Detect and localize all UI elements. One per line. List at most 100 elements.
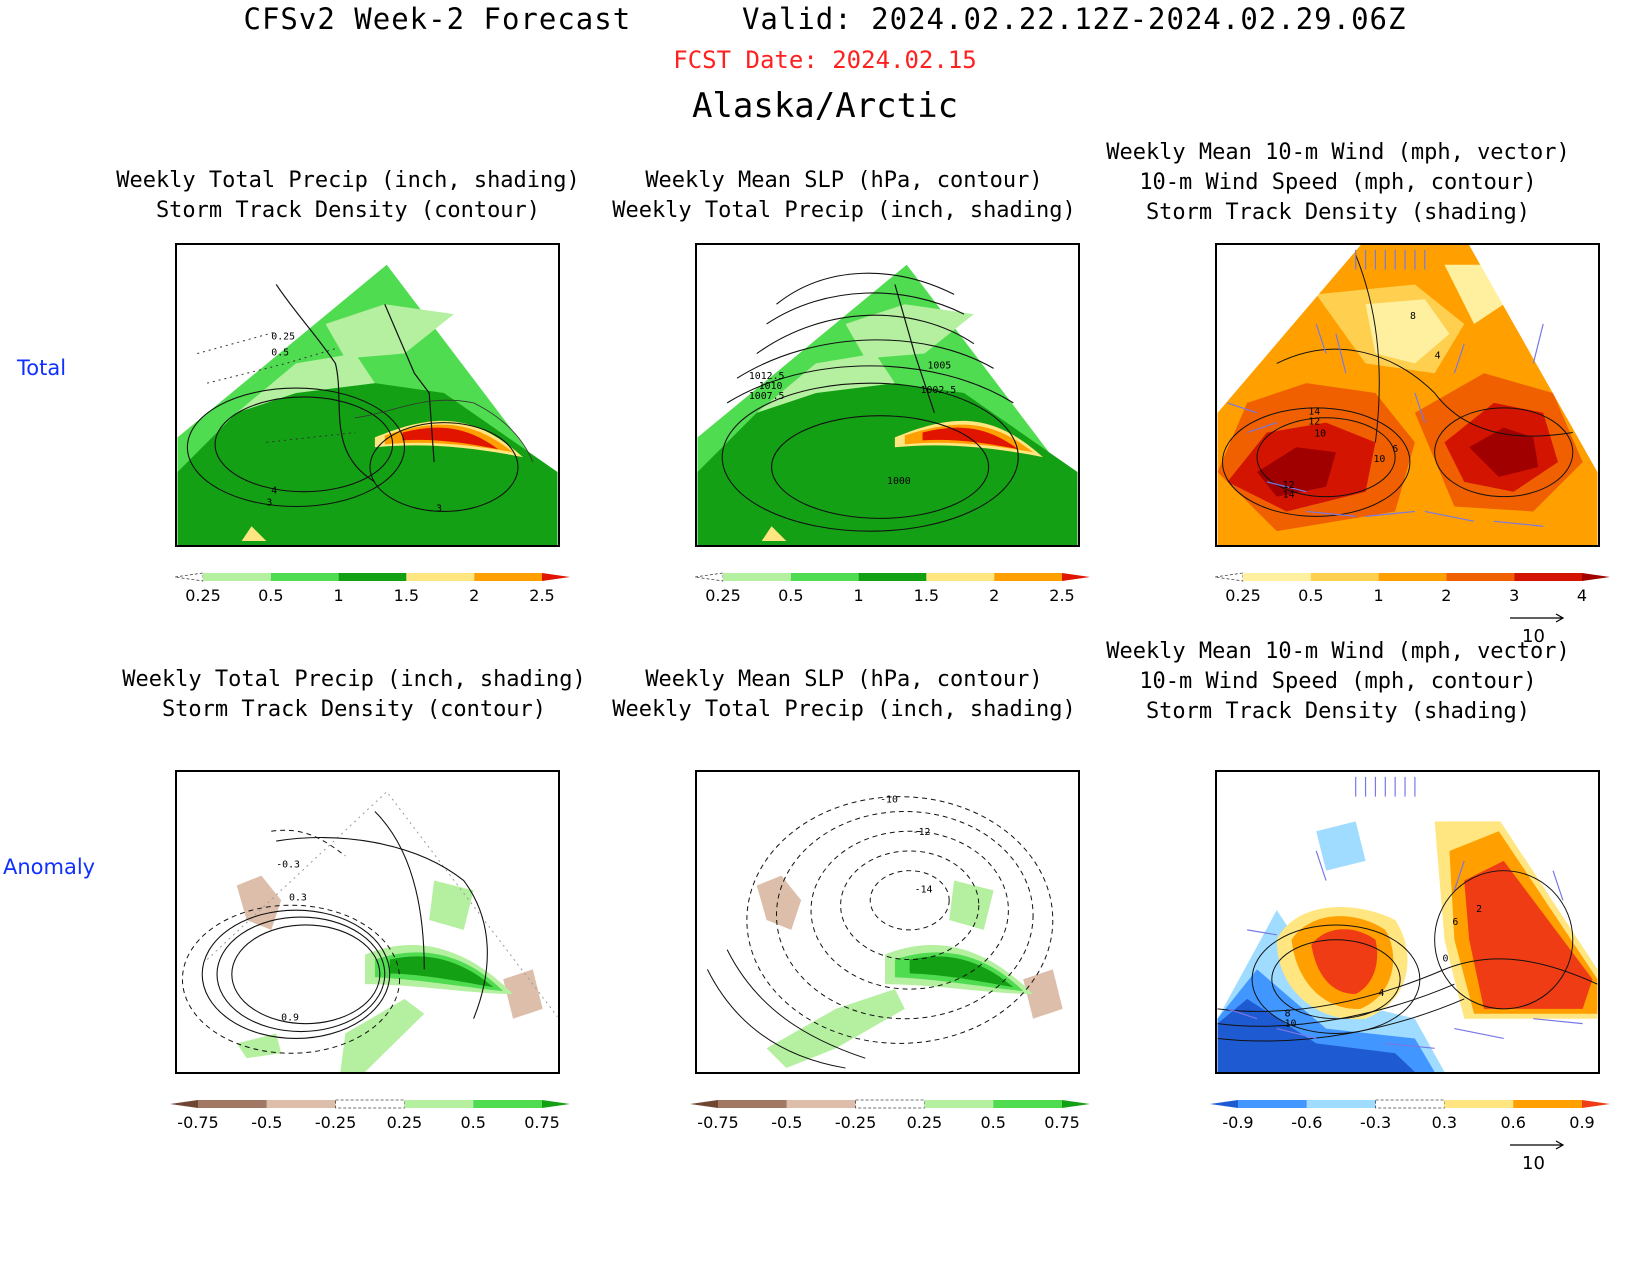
colorbar-swatch <box>198 1100 267 1108</box>
panel-title-wind-anom: Weekly Mean 10-m Wind (mph, vector) 10-m … <box>1106 639 1570 724</box>
contour-label: 2 <box>1476 904 1482 915</box>
contour-label: 4 <box>1435 350 1441 361</box>
colorbar-swatch <box>1514 573 1582 581</box>
colorbar-tick-label: 0.25 <box>705 586 741 605</box>
colorbar-swatch <box>723 573 791 581</box>
contour-label: 1002.5 <box>921 385 957 396</box>
forecast-date: FCST Date: 2024.02.15 <box>673 46 977 74</box>
map-panel-wind-total: 8 4 14 12 10 10 6 12 14 <box>1215 243 1600 547</box>
colorbar-swatch <box>335 1099 405 1109</box>
contour-label: 10 <box>1314 428 1326 439</box>
colorbar-tick-label: 2.5 <box>1049 586 1075 605</box>
vector-key-anom: 10 <box>1508 1139 1568 1179</box>
colorbar-tick-label: 2 <box>1441 586 1452 605</box>
colorbar-tick-label: 1 <box>853 586 864 605</box>
colorbar-swatch <box>1062 1100 1090 1108</box>
precip-total-map: 0.25 0.5 4 3 3 <box>177 264 558 545</box>
contour-label: 4 <box>1378 988 1384 999</box>
colorbar-tick-label: 0.75 <box>524 1113 560 1132</box>
colorbar-swatch <box>338 573 407 581</box>
colorbar-swatch <box>542 573 570 581</box>
contour-label: 0 <box>1443 953 1449 964</box>
colorbar-tick-label: 0.5 <box>258 586 284 605</box>
colorbar-swatch <box>790 573 859 581</box>
contour-label: 4 <box>271 486 277 497</box>
colorbar-tick-label: 0.3 <box>1431 1113 1458 1132</box>
colorbar-swatch <box>1444 1100 1514 1108</box>
wind-vectors <box>1227 776 1583 1049</box>
contour-label: 3 <box>436 503 442 514</box>
title-valid-range: Valid: 2024.02.22.12Z-2024.02.29.06Z <box>741 2 1407 36</box>
colorbar-tick-label: 0.25 <box>386 1113 423 1132</box>
colorbar-tick-label: 2.5 <box>529 586 555 605</box>
colorbar-swatch <box>406 573 475 581</box>
colorbar-tick-label: 0.5 <box>980 1113 1006 1132</box>
colorbar-tick-label: 0.6 <box>1500 1113 1526 1132</box>
colorbar-swatch <box>1582 1100 1610 1108</box>
colorbar-tick-label: 0.25 <box>185 586 221 605</box>
colorbar-swatches <box>170 1099 570 1109</box>
contour-label: -0.3 <box>276 860 300 871</box>
contour-label: 1007.5 <box>749 391 785 402</box>
map-panel-slp-anom: -10 -12 -14 <box>695 770 1080 1074</box>
title-model: CFSv2 Week-2 Forecast <box>243 2 632 36</box>
colorbar-swatch <box>926 573 995 581</box>
colorbar-precip-anom: -0.75 -0.5 -0.25 0.25 0.5 0.75 <box>170 1097 570 1137</box>
colorbar-tick-label: -0.75 <box>177 1113 219 1132</box>
colorbar-swatches <box>695 572 1090 582</box>
colorbar-tick-label: -0.6 <box>1291 1113 1323 1132</box>
contour-label: -12 <box>913 827 931 838</box>
colorbar-swatch <box>1210 1100 1238 1108</box>
row-label-anomaly: Anomaly <box>3 855 96 879</box>
contour-label: -14 <box>915 884 933 895</box>
colorbar-swatch <box>170 1100 198 1108</box>
contour-label: 1010 <box>759 381 783 392</box>
colorbar-swatch <box>1306 1100 1376 1108</box>
contour-label: 0.3 <box>289 892 307 903</box>
colorbar-precip-anom-slp: -0.75 -0.5 -0.25 0.25 0.5 0.75 <box>690 1097 1090 1137</box>
colorbar-tick-label: -0.5 <box>251 1113 283 1132</box>
colorbar-tick-label: -0.3 <box>1359 1113 1392 1132</box>
wind-anom-map: 6 2 4 8 10 0 <box>1217 772 1598 1072</box>
colorbar-tick-label: 0.75 <box>1044 1113 1080 1132</box>
colorbar-swatch <box>858 573 927 581</box>
colorbar-tick-label: 1 <box>333 586 344 605</box>
colorbar-swatch <box>1238 1100 1307 1108</box>
colorbar-swatch <box>266 1100 336 1108</box>
panel-title-slp-anom: Weekly Mean SLP (hPa, contour) Weekly Tot… <box>612 667 1076 722</box>
colorbar-tick-label: 0.25 <box>1225 586 1261 605</box>
colorbar-tick-label: 3 <box>1509 586 1520 605</box>
colorbar-swatch <box>1375 1099 1445 1109</box>
colorbar-swatch <box>1378 573 1447 581</box>
colorbar-swatches <box>1210 1099 1610 1109</box>
contour-label: 0.9 <box>281 1013 299 1024</box>
colorbar-tick-label: -0.75 <box>697 1113 739 1132</box>
figure-title: CFSv2 Week-2 Forecast Valid: 2024.02.22.… <box>244 2 1407 36</box>
colorbar-swatch <box>203 573 271 581</box>
colorbar-tick-label: 1 <box>1373 586 1384 605</box>
contour-label: 6 <box>1392 444 1398 455</box>
colorbar-swatch <box>1062 573 1090 581</box>
contour-label: 1000 <box>887 476 911 487</box>
colorbar-precip-total: 0.25 0.5 1 1.5 2 2.5 <box>175 570 570 610</box>
colorbar-swatches <box>175 572 570 582</box>
colorbar-tick-label: 2 <box>469 586 480 605</box>
contour-label: 12 <box>1283 480 1295 491</box>
colorbar-swatch <box>924 1100 994 1108</box>
colorbar-tick-label: -0.5 <box>771 1113 803 1132</box>
vector-key-arrow-icon <box>1510 613 1565 623</box>
colorbar-swatch <box>1215 572 1244 582</box>
slp-total-map: 1012.5 1010 1007.5 1005 1002.5 1000 <box>697 264 1078 545</box>
map-panel-precip-total: 0.25 0.5 4 3 3 <box>175 243 560 547</box>
vector-key-label: 10 <box>1522 626 1545 647</box>
contour-label: 6 <box>1452 917 1458 928</box>
vector-key-arrow-icon <box>1510 1140 1565 1150</box>
colorbar-swatch <box>1513 1100 1582 1108</box>
colorbar-swatch <box>690 1100 718 1108</box>
panel-title-precip-anom: Weekly Total Precip (inch, shading) Storm… <box>122 667 586 722</box>
colorbar-tick-label: 1.5 <box>913 586 940 605</box>
colorbar-tick-label: -0.25 <box>314 1113 357 1132</box>
vector-key-label: 10 <box>1522 1153 1545 1174</box>
panel-title-slp-total: Weekly Mean SLP (hPa, contour) Weekly Tot… <box>612 168 1076 223</box>
wind-total-map: 8 4 14 12 10 10 6 12 14 <box>1217 245 1598 545</box>
